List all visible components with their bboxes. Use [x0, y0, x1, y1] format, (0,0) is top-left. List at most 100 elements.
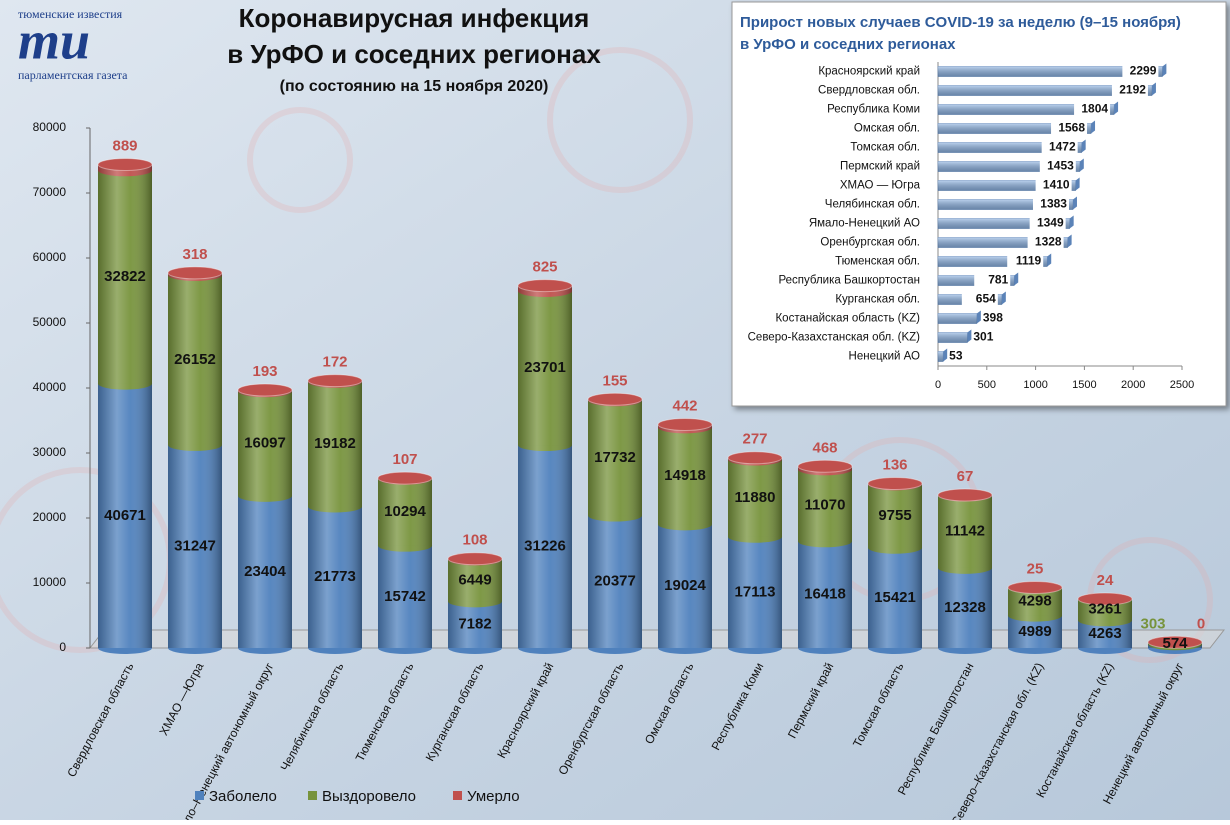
- value-label: 0: [1197, 615, 1205, 632]
- value-label: 6449: [458, 571, 491, 588]
- y-tick-label: 60000: [33, 250, 67, 264]
- bar: [938, 333, 967, 343]
- value-label: 24: [1097, 572, 1114, 589]
- y-tick-label: 40000: [33, 380, 67, 394]
- value-label: 26152: [174, 351, 216, 368]
- value-label: 1328: [1035, 235, 1062, 249]
- value-label: 781: [988, 273, 1008, 287]
- y-tick-label: 0: [59, 640, 66, 654]
- value-label: 53: [949, 349, 963, 363]
- value-label: 7182: [458, 616, 491, 633]
- value-label: 4298: [1018, 593, 1051, 610]
- value-label: 17113: [735, 583, 776, 600]
- y-tick-label: Ненецкий АО: [849, 351, 921, 363]
- bar-top: [938, 489, 992, 501]
- bar: [938, 314, 977, 324]
- y-tick-label: Республика Башкортостан: [778, 275, 920, 287]
- value-label: 10294: [384, 503, 426, 520]
- x-tick-label: 1500: [1072, 379, 1096, 391]
- chart-title: в УрФО и соседних регионах: [227, 39, 601, 69]
- value-label: 889: [112, 137, 137, 154]
- value-label: 1453: [1047, 159, 1074, 173]
- value-label: 277: [742, 431, 767, 448]
- y-tick-label: 30000: [33, 445, 67, 459]
- value-label: 14918: [664, 467, 706, 484]
- value-label: 9755: [878, 507, 911, 524]
- y-tick-label: Свердловская обл.: [818, 85, 920, 97]
- y-tick-label: Томская обл.: [850, 142, 920, 154]
- x-tick-label: 2000: [1121, 379, 1145, 391]
- value-label: 574: [1162, 635, 1188, 652]
- value-label: 16418: [804, 586, 846, 603]
- value-label: 20377: [594, 573, 636, 590]
- value-label: 67: [957, 468, 974, 485]
- value-label: 318: [182, 246, 207, 263]
- value-label: 1119: [1016, 254, 1042, 268]
- value-label: 193: [252, 363, 277, 380]
- legend-label: Заболело: [209, 788, 277, 805]
- logo-bottom: парламентская газета: [18, 68, 128, 82]
- value-label: 23404: [244, 563, 286, 580]
- bar-top: [868, 477, 922, 489]
- inset-title: Прирост новых случаев COVID-19 за неделю…: [740, 14, 1181, 31]
- y-tick-label: 20000: [33, 510, 67, 524]
- y-tick-label: Костанайская область (KZ): [775, 313, 920, 325]
- value-label: 398: [983, 311, 1003, 325]
- value-label: 442: [672, 397, 697, 414]
- y-tick-label: Оренбургская обл.: [820, 237, 920, 249]
- y-tick-label: Челябинская обл.: [825, 199, 920, 211]
- value-label: 19182: [314, 435, 356, 452]
- x-tick-label: 1000: [1023, 379, 1047, 391]
- value-label: 155: [602, 372, 627, 389]
- legend-swatch: [195, 791, 204, 800]
- value-label: 32822: [104, 268, 146, 285]
- bar-top: [238, 384, 292, 396]
- value-label: 16097: [244, 435, 286, 452]
- y-tick-label: Республика Коми: [827, 104, 920, 116]
- value-label: 19024: [664, 577, 706, 594]
- value-label: 2299: [1130, 64, 1157, 78]
- value-label: 301: [973, 330, 993, 344]
- y-tick-label: Курганская обл.: [835, 294, 920, 306]
- bar-top: [98, 159, 152, 171]
- value-label: 136: [882, 456, 907, 473]
- chart-title: Коронавирусная инфекция: [239, 3, 590, 33]
- legend-label: Выздоровело: [322, 788, 416, 805]
- value-label: 1349: [1037, 216, 1064, 230]
- value-label: 1472: [1049, 140, 1076, 154]
- bar-top: [728, 452, 782, 464]
- logo-mark: ти: [18, 10, 90, 70]
- value-label: 15421: [874, 589, 916, 606]
- bar: [938, 352, 943, 362]
- bar-top: [378, 472, 432, 484]
- value-label: 2192: [1119, 83, 1146, 97]
- bar-top: [308, 375, 362, 387]
- bar-top: [518, 280, 572, 292]
- y-tick-label: Северо-Казахстанская обл. (KZ): [748, 332, 921, 344]
- bar-top: [168, 267, 222, 279]
- y-tick-label: 10000: [33, 575, 67, 589]
- value-label: 21773: [314, 568, 356, 585]
- bar-top: [658, 419, 712, 431]
- y-tick-label: Ямало-Ненецкий АО: [809, 218, 920, 230]
- value-label: 3261: [1088, 601, 1121, 618]
- value-label: 468: [812, 439, 837, 456]
- value-label: 31226: [524, 537, 566, 554]
- y-tick-label: Пермский край: [840, 161, 920, 173]
- value-label: 11142: [945, 523, 985, 540]
- value-label: 12328: [944, 599, 986, 616]
- value-label: 15742: [384, 588, 426, 605]
- value-label: 303: [1140, 615, 1165, 632]
- legend-label: Умерло: [467, 788, 520, 805]
- value-label: 40671: [104, 507, 146, 524]
- value-label: 11070: [805, 496, 846, 513]
- x-tick-label: 500: [978, 379, 996, 391]
- y-tick-label: Красноярский край: [818, 66, 920, 78]
- y-tick-label: 80000: [33, 120, 67, 134]
- value-label: 1383: [1040, 197, 1067, 211]
- bar-top: [798, 460, 852, 472]
- bar-top: [588, 393, 642, 405]
- value-label: 1410: [1043, 178, 1070, 192]
- y-tick-label: Тюменская обл.: [835, 256, 920, 268]
- x-tick-label: 0: [935, 379, 941, 391]
